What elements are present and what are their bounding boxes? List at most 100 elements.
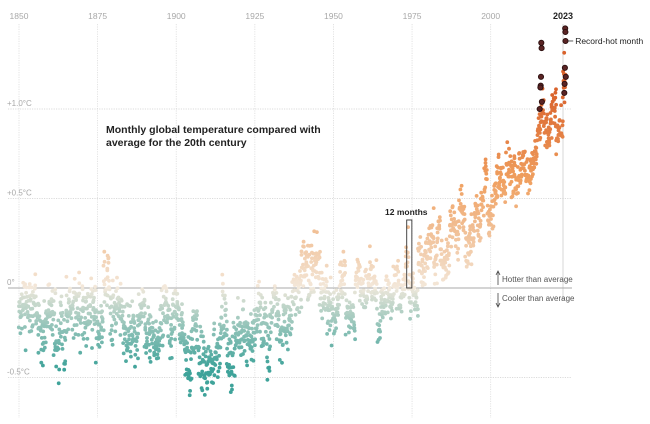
x-tick-label: 1850 bbox=[10, 11, 29, 21]
data-point bbox=[161, 311, 165, 316]
data-point bbox=[557, 118, 562, 123]
data-point bbox=[364, 297, 369, 301]
data-point bbox=[353, 290, 357, 295]
data-point bbox=[419, 263, 424, 268]
data-point bbox=[478, 236, 483, 240]
data-point bbox=[471, 243, 476, 248]
data-point bbox=[261, 336, 266, 341]
data-point bbox=[180, 311, 184, 315]
twelve-month-box bbox=[406, 219, 413, 289]
data-point bbox=[452, 217, 456, 221]
data-point bbox=[432, 281, 437, 286]
data-point bbox=[267, 347, 272, 352]
data-point bbox=[53, 287, 58, 292]
record-month-point bbox=[537, 84, 544, 91]
data-point bbox=[133, 344, 138, 348]
data-point bbox=[396, 278, 401, 283]
data-point bbox=[59, 334, 63, 339]
data-point bbox=[485, 203, 490, 208]
record-month-point bbox=[538, 98, 545, 105]
data-point bbox=[404, 245, 408, 250]
data-point bbox=[136, 331, 141, 336]
data-point bbox=[288, 332, 293, 337]
data-point bbox=[263, 305, 268, 310]
data-point bbox=[89, 276, 94, 281]
data-point bbox=[458, 187, 463, 192]
data-point bbox=[309, 243, 314, 248]
data-point bbox=[348, 325, 353, 330]
data-point bbox=[244, 333, 249, 337]
data-point bbox=[91, 307, 96, 312]
data-point bbox=[474, 207, 479, 212]
data-point bbox=[273, 297, 278, 302]
data-point bbox=[50, 333, 55, 337]
data-point bbox=[537, 123, 541, 128]
data-point bbox=[205, 386, 210, 391]
data-point bbox=[285, 326, 289, 331]
data-point bbox=[456, 257, 460, 262]
data-point bbox=[213, 363, 218, 367]
data-point bbox=[541, 124, 546, 128]
data-point bbox=[202, 393, 207, 397]
data-point bbox=[64, 293, 69, 298]
data-point bbox=[28, 298, 32, 303]
data-point bbox=[347, 300, 352, 305]
data-point bbox=[387, 286, 392, 290]
data-point bbox=[533, 145, 538, 150]
data-point bbox=[344, 298, 349, 303]
data-point bbox=[155, 352, 160, 357]
data-point bbox=[496, 152, 501, 157]
data-point bbox=[317, 255, 322, 260]
data-point bbox=[243, 338, 247, 343]
data-point bbox=[211, 332, 216, 337]
data-point bbox=[321, 306, 326, 311]
data-point bbox=[242, 349, 247, 353]
data-point bbox=[120, 313, 125, 318]
data-point bbox=[307, 293, 312, 298]
data-point bbox=[74, 298, 78, 302]
data-point bbox=[334, 306, 339, 311]
data-point bbox=[266, 333, 270, 338]
record-month-point bbox=[562, 37, 569, 45]
data-point bbox=[435, 240, 439, 245]
data-point bbox=[78, 321, 83, 325]
data-point bbox=[99, 325, 103, 330]
data-point bbox=[427, 256, 431, 260]
data-point bbox=[520, 166, 525, 170]
data-point bbox=[254, 326, 259, 331]
data-point bbox=[83, 325, 88, 330]
data-point bbox=[32, 286, 37, 291]
data-point bbox=[429, 245, 434, 250]
data-point bbox=[396, 269, 401, 274]
data-point bbox=[484, 171, 489, 176]
data-point bbox=[363, 305, 368, 309]
data-point bbox=[360, 281, 365, 285]
data-point bbox=[101, 328, 106, 333]
chart-title-line-2: average for the 20th century bbox=[106, 137, 247, 149]
data-point bbox=[195, 309, 199, 314]
data-point bbox=[302, 244, 306, 249]
data-point bbox=[206, 344, 211, 349]
data-point bbox=[312, 290, 316, 294]
data-point bbox=[174, 312, 179, 317]
data-point bbox=[296, 285, 301, 290]
data-point bbox=[336, 313, 340, 317]
data-point bbox=[445, 248, 449, 253]
data-point bbox=[360, 302, 364, 306]
data-point bbox=[291, 302, 296, 307]
data-point bbox=[458, 202, 463, 206]
data-point bbox=[80, 284, 85, 288]
data-point bbox=[472, 229, 477, 233]
data-point bbox=[100, 309, 104, 314]
data-point bbox=[120, 319, 125, 324]
data-point bbox=[340, 295, 345, 300]
data-point bbox=[177, 306, 181, 311]
data-point bbox=[409, 300, 413, 305]
data-point bbox=[23, 325, 27, 329]
data-point bbox=[43, 317, 48, 322]
data-point bbox=[545, 112, 550, 117]
data-point bbox=[196, 344, 201, 349]
data-point bbox=[20, 295, 25, 300]
data-point bbox=[352, 323, 357, 327]
data-point bbox=[279, 338, 284, 343]
